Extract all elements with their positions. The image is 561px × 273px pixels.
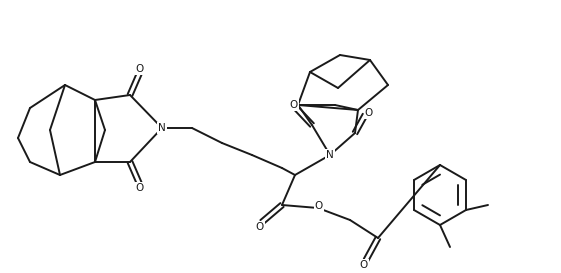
Text: O: O (136, 64, 144, 74)
Text: O: O (256, 222, 264, 232)
Text: O: O (136, 183, 144, 193)
Text: O: O (315, 201, 323, 211)
Text: O: O (290, 100, 298, 110)
Text: N: N (326, 150, 334, 160)
Text: O: O (365, 108, 373, 118)
Text: O: O (360, 260, 368, 270)
Text: N: N (158, 123, 166, 133)
